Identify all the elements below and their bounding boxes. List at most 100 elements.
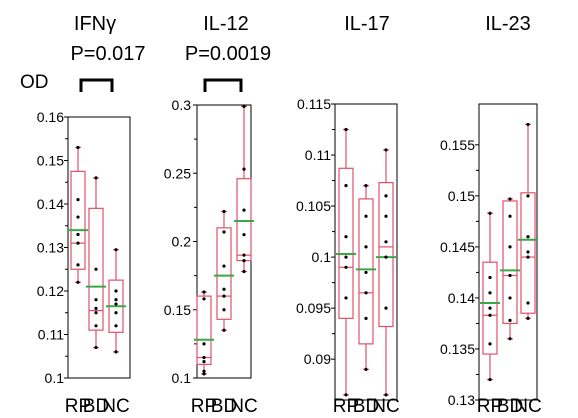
data-point [364,245,368,249]
data-point [344,127,348,132]
data-point [242,233,246,237]
y-axis-label: OD [20,72,49,93]
plot-frame [196,104,252,379]
p-value-label: P=0.0019 [185,43,271,65]
data-point [526,255,530,259]
iqr-box [216,227,232,320]
data-point [508,245,512,249]
data-point [76,232,80,237]
data-point [242,253,246,257]
category-label: RP [65,396,91,417]
box-RP [336,127,356,397]
data-point [242,208,246,212]
data-point [114,350,118,354]
data-point [202,297,206,301]
iqr-box [70,170,86,270]
data-point [344,184,348,188]
y-tick-label: 0.1 [312,249,332,265]
y-tick-label: 0.135 [440,341,475,357]
data-point [114,289,118,293]
y-tick-label: 0.105 [296,198,331,214]
data-point [364,214,368,218]
box-BD [214,209,234,332]
category-label: NC [372,396,399,417]
y-tick-label: 0.115 [297,96,331,112]
data-point [508,296,512,300]
data-point [526,301,530,305]
data-point [384,255,388,259]
y-tick-label: 0.14 [448,290,475,306]
data-point [114,311,118,315]
data-point [202,355,206,360]
data-point [114,248,118,252]
data-point [76,241,80,245]
data-point [488,211,492,215]
data-point [488,275,492,280]
category-label: BD [211,396,237,417]
p-value-label: P=0.017 [70,43,145,65]
data-point [384,194,388,198]
data-point [488,342,492,346]
data-point [94,311,98,315]
y-tick-label: 0.155 [440,137,475,153]
data-point [242,167,246,171]
data-point [222,287,226,291]
data-point [76,280,80,284]
box-NC [106,248,126,354]
data-point [488,291,492,295]
box-BD [500,197,520,341]
data-point [508,197,512,201]
data-point [364,184,368,188]
data-point [384,393,388,397]
iqr-box [378,181,394,328]
data-point [94,324,98,328]
data-point [222,308,226,312]
data-point [202,372,206,376]
category-label: NC [514,396,541,417]
data-point [94,298,98,302]
data-point [114,324,118,328]
data-point [364,270,368,275]
panel-title: IFNγ [74,13,116,35]
data-point [526,235,530,239]
data-point [114,298,118,302]
data-point [526,122,530,127]
data-point [526,250,530,254]
y-tick-label: 0.2 [172,234,192,250]
data-point [202,342,206,346]
panel-title: IL-12 [203,13,249,35]
data-point [508,318,512,322]
data-point [242,104,246,108]
data-point [76,215,80,219]
y-tick-label: 0.09 [304,351,331,367]
data-point [508,273,512,278]
data-point [222,209,226,214]
data-point [488,306,492,310]
box-RP [68,145,88,284]
category-label: BD [83,396,109,417]
significance-bracket [203,78,243,92]
category-label: RP [477,396,503,417]
y-tick-label: 0.16 [37,109,64,125]
data-point [488,377,492,382]
y-tick-label: 0.11 [38,327,64,343]
data-point [202,369,206,373]
data-point [344,265,348,269]
data-point [76,198,80,202]
plot-frame [67,116,131,379]
data-point [384,240,388,244]
category-label: NC [102,396,129,417]
data-point [202,290,206,294]
data-point [94,267,98,271]
category-label: BD [353,396,379,417]
data-point [526,316,530,320]
data-point [222,264,226,268]
y-tick-label: 0.15 [164,302,191,318]
data-point [114,302,118,306]
significance-bracket [79,78,114,92]
category-label: RP [191,396,217,417]
plot-frame [478,103,538,401]
data-point [488,313,492,317]
